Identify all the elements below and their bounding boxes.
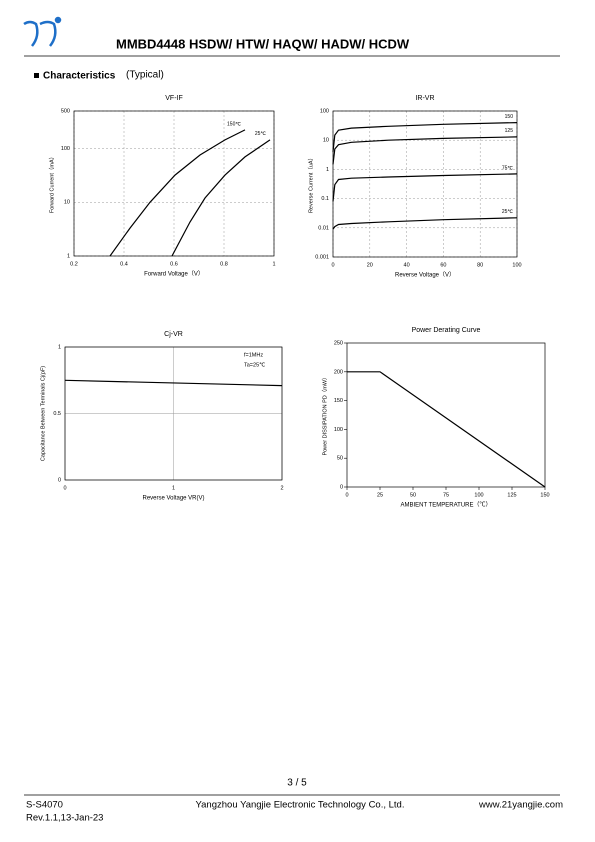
- curve-label: 125: [505, 128, 514, 134]
- x-tick-label: 150: [540, 492, 549, 498]
- y-tick-label: 0.01: [318, 225, 329, 231]
- y-axis-label: Forward Current（mA）: [48, 154, 55, 213]
- y-tick-label: 10: [64, 200, 70, 206]
- y-tick-label: 0: [340, 484, 343, 490]
- y-tick-label: 10: [323, 138, 329, 144]
- curve-label: 25℃: [502, 209, 514, 215]
- x-tick-label: 0.2: [70, 261, 78, 267]
- x-tick-label: 50: [410, 492, 416, 498]
- x-tick-label: 0: [345, 492, 348, 498]
- y-tick-label: 0.001: [315, 254, 329, 260]
- x-tick-label: 1: [272, 261, 275, 267]
- page-number: 3 / 5: [287, 778, 307, 789]
- chart-title: VF-IF: [165, 95, 183, 102]
- x-tick-label: 125: [507, 492, 516, 498]
- y-tick-label: 0.1: [321, 196, 329, 202]
- x-tick-label: 40: [404, 262, 410, 268]
- y-axis-label: Power DISSIPATION PD（mW）: [321, 374, 328, 455]
- curve-label: 75℃: [502, 165, 514, 171]
- y-tick-label: 0: [58, 477, 61, 483]
- website: www.21yangjie.com: [478, 800, 563, 811]
- plot-frame: [332, 110, 518, 258]
- curve: [332, 173, 518, 202]
- y-tick-label: 100: [320, 108, 329, 114]
- doc-title: MMBD4448 HSDW/ HTW/ HAQW/ HADW/ HCDW: [116, 36, 410, 51]
- x-tick-label: 20: [367, 262, 373, 268]
- y-tick-label: 200: [334, 369, 343, 375]
- chart-title: Power Derating Curve: [412, 327, 481, 334]
- curve: [171, 139, 271, 257]
- plot-frame: [73, 110, 275, 257]
- x-axis-label: Reverse Voltage VR(V): [142, 496, 204, 502]
- curve: [332, 136, 518, 165]
- annotation: f=1MHz: [244, 352, 263, 358]
- x-tick-label: 60: [440, 262, 446, 268]
- curve-label: 25℃: [255, 131, 267, 137]
- y-axis-label: Reverse Current（uA）: [307, 155, 314, 213]
- company: Yangzhou Yangjie Electronic Technology C…: [196, 800, 405, 811]
- curve: [332, 122, 518, 152]
- y-tick-label: 50: [337, 456, 343, 462]
- y-tick-label: 100: [61, 146, 70, 152]
- curve: [64, 379, 283, 387]
- x-tick-label: 0: [331, 262, 334, 268]
- x-tick-label: 80: [477, 262, 483, 268]
- y-tick-label: 1: [67, 253, 70, 259]
- x-tick-label: 100: [512, 262, 521, 268]
- x-tick-label: 25: [377, 492, 383, 498]
- revision: Rev.1.1,13-Jan-23: [26, 813, 103, 824]
- chart-title: IR-VR: [415, 95, 434, 102]
- curve: [347, 371, 546, 488]
- x-tick-label: 0: [63, 485, 66, 491]
- x-tick-label: 75: [443, 492, 449, 498]
- y-tick-label: 1: [58, 344, 61, 350]
- chart-title: Cj-VR: [164, 331, 183, 338]
- y-tick-label: 100: [334, 427, 343, 433]
- curve: [109, 129, 246, 257]
- curve: [332, 217, 518, 230]
- x-tick-label: 1: [172, 485, 175, 491]
- y-axis-label: Capacitance Between Terminals Cj(pF): [40, 366, 46, 461]
- curve-label: 150℃: [227, 121, 241, 127]
- y-tick-label: 250: [334, 340, 343, 346]
- x-tick-label: 2: [280, 485, 283, 491]
- section-subtitle: (Typical): [126, 70, 164, 81]
- y-tick-label: 500: [61, 108, 70, 114]
- x-axis-label: AMBIENT TEMPERATURE（℃）: [400, 502, 491, 509]
- curve-label: 150: [505, 114, 514, 120]
- y-tick-label: 0.5: [53, 411, 61, 417]
- x-tick-label: 100: [474, 492, 483, 498]
- y-tick-label: 150: [334, 398, 343, 404]
- x-tick-label: 0.8: [220, 261, 228, 267]
- x-tick-label: 0.4: [120, 261, 128, 267]
- x-axis-label: Reverse Voltage（V）: [395, 272, 455, 279]
- y-tick-label: 1: [326, 167, 329, 173]
- x-axis-label: Forward Voltage（V）: [144, 271, 204, 278]
- plot-frame: [346, 342, 546, 488]
- annotation: Ta=25℃: [244, 362, 266, 368]
- bullet: [34, 73, 39, 78]
- logo: [23, 16, 62, 47]
- section-title: Characteristics: [43, 71, 116, 82]
- doc-id: S-S4070: [26, 800, 63, 811]
- x-tick-label: 0.6: [170, 261, 178, 267]
- plot-frame: [64, 346, 283, 481]
